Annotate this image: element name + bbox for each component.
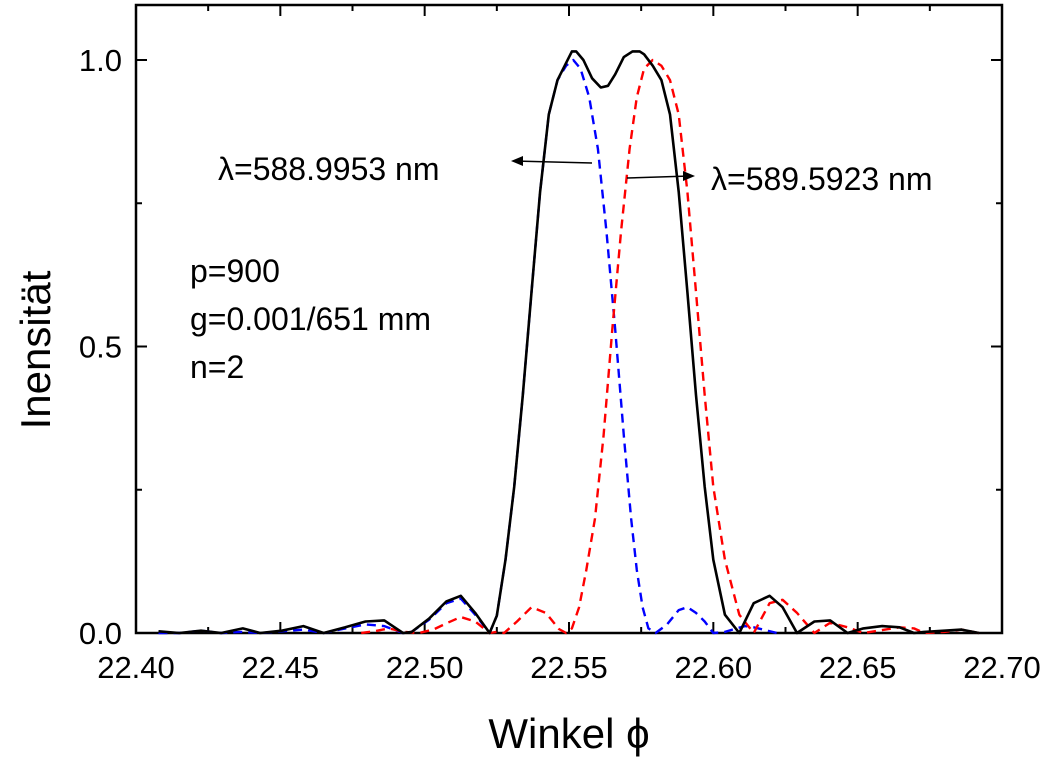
- annotation-lambda-blue: λ=588.9953 nm: [218, 151, 440, 187]
- y-tick-labels: 0.0 0.5 1.0: [79, 43, 122, 651]
- y-axis-title: Inensität: [12, 270, 59, 429]
- x-tick-label: 22.65: [819, 650, 897, 685]
- x-tick-label: 22.50: [386, 650, 464, 685]
- annotation-g: g=0.001/651 mm: [190, 301, 431, 337]
- series-line-blue: [158, 58, 778, 635]
- x-tick-labels: 22.40 22.45 22.50 22.55 22.60 22.65 22.70: [97, 650, 1041, 685]
- annotation-arrow-red: [626, 171, 695, 181]
- annotation-p: p=900: [190, 253, 280, 289]
- y-tick-label: 1.0: [79, 43, 122, 78]
- x-tick-label: 22.60: [675, 650, 753, 685]
- y-tick-label: 0.5: [79, 330, 122, 365]
- series-line-red: [361, 58, 980, 635]
- x-tick-label: 22.40: [97, 650, 175, 685]
- y-tick-label: 0.0: [79, 616, 122, 651]
- annotation-arrow-blue: [511, 156, 593, 166]
- x-axis-title: Winkel ϕ: [488, 710, 649, 757]
- x-tick-label: 22.70: [963, 650, 1041, 685]
- series-lines: [158, 50, 980, 635]
- annotation-n: n=2: [190, 349, 244, 385]
- x-tick-label: 22.45: [242, 650, 320, 685]
- series-line-sum: [158, 50, 980, 635]
- x-tick-label: 22.55: [530, 650, 608, 685]
- annotation-lambda-red: λ=589.5923 nm: [711, 161, 933, 197]
